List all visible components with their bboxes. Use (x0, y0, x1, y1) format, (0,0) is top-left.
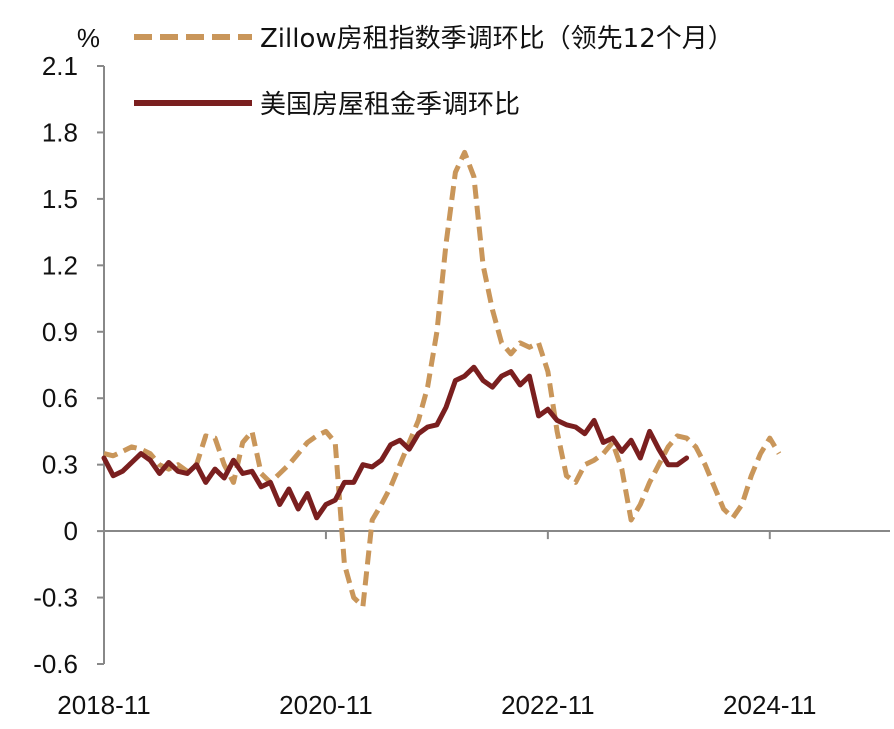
y-tick-label: 0.9 (42, 317, 78, 347)
y-tick-label: -0.6 (33, 649, 78, 679)
x-tick-label: 2024-11 (723, 690, 817, 720)
legend-label-zillow: Zillow房租指数季调环比（领先12个月） (260, 24, 734, 54)
x-axis: 2018-11 2020-11 2022-11 2024-11 (57, 530, 890, 720)
x-tick-label: 2018-11 (57, 690, 151, 720)
y-axis: 2.1 1.8 1.5 1.2 0.9 0.6 0.3 0 -0.3 -0.6 (33, 51, 105, 679)
legend-label-rent: 美国房屋租金季调环比 (260, 90, 520, 120)
series-line-zillow (103, 149, 782, 609)
y-tick-label: 0 (64, 516, 78, 546)
y-tick-label: 0.6 (42, 383, 78, 413)
x-tick-label: 2020-11 (279, 690, 373, 720)
series-line-rent (101, 364, 690, 521)
series-group (101, 149, 782, 609)
legend: Zillow房租指数季调环比（领先12个月） 美国房屋租金季调环比 (134, 24, 734, 120)
y-tick-label: 1.5 (42, 184, 78, 214)
x-tick-label: 2022-11 (501, 690, 595, 720)
legend-item-rent: 美国房屋租金季调环比 (134, 90, 520, 120)
y-ticks: 2.1 1.8 1.5 1.2 0.9 0.6 0.3 0 -0.3 -0.6 (33, 51, 104, 679)
y-tick-label: 0.3 (42, 450, 78, 480)
y-unit-label: % (77, 23, 100, 53)
y-tick-label: -0.3 (33, 583, 78, 613)
y-tick-label: 1.2 (42, 250, 78, 280)
y-tick-label: 1.8 (42, 117, 78, 147)
legend-item-zillow: Zillow房租指数季调环比（领先12个月） (134, 24, 734, 54)
x-ticks: 2018-11 2020-11 2022-11 2024-11 (57, 531, 817, 720)
y-tick-label: 2.1 (42, 51, 78, 81)
